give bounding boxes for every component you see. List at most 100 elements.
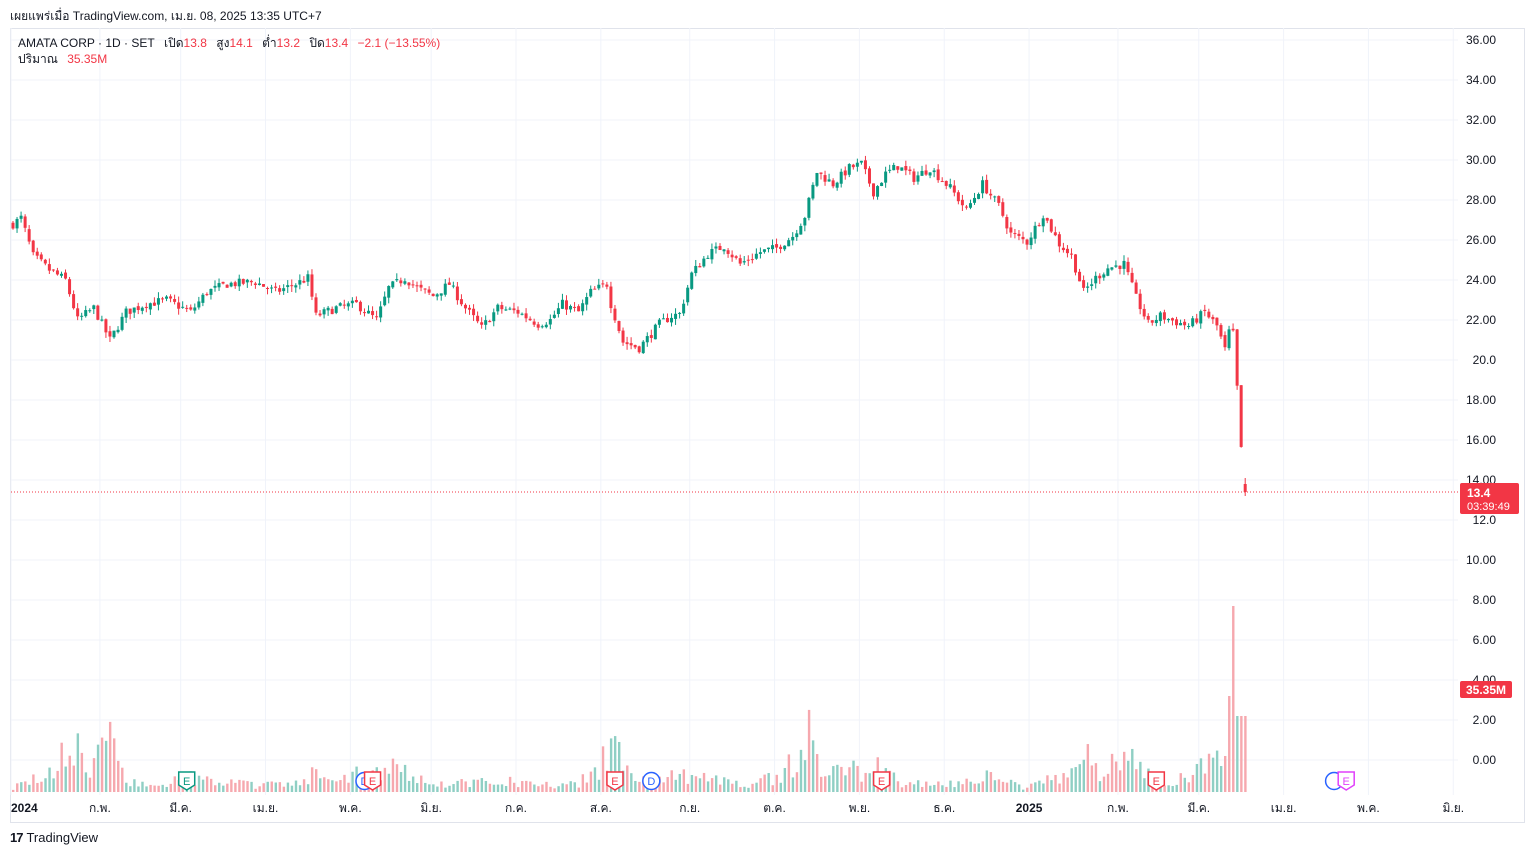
candle — [1134, 279, 1138, 294]
candle — [956, 190, 960, 205]
candle — [1017, 229, 1021, 241]
candle-body — [358, 301, 362, 312]
volume-bar — [52, 778, 55, 792]
candle — [1021, 231, 1025, 244]
candle — [233, 280, 237, 289]
volume-label: ปริมาณ — [18, 52, 58, 66]
volume-bar — [1159, 785, 1162, 792]
candle — [896, 166, 900, 174]
event-label: E — [183, 776, 190, 788]
volume-bar — [1086, 744, 1090, 792]
earnings-event-icon[interactable]: E — [177, 771, 196, 791]
candle-body — [617, 321, 621, 331]
volume-bar — [783, 767, 787, 792]
candle — [968, 199, 972, 210]
candle — [395, 273, 399, 282]
candle-body — [876, 186, 880, 197]
candle — [973, 192, 977, 205]
event-shape — [606, 771, 624, 791]
symbol-title[interactable]: AMATA CORP · 1D · SET — [18, 36, 155, 50]
candle-body — [670, 317, 674, 323]
volume-bar — [1058, 783, 1061, 792]
candle-body — [241, 278, 245, 284]
volume-bar — [504, 785, 508, 792]
candle-body — [803, 218, 807, 226]
candle-body — [55, 270, 59, 275]
candle-body — [1219, 325, 1223, 337]
candle — [908, 166, 912, 175]
candle-body — [819, 172, 823, 174]
candle — [27, 225, 31, 245]
candle — [964, 204, 968, 210]
candle-body — [15, 218, 19, 229]
candle — [112, 330, 116, 339]
candle-body — [1138, 293, 1142, 310]
candle — [11, 221, 15, 230]
volume-bar — [230, 779, 233, 792]
tradingview-logo[interactable]: 17 TradingView — [10, 830, 98, 845]
volume-bar — [1224, 756, 1227, 792]
earnings-event-icon[interactable]: E — [872, 771, 891, 791]
candle-body — [217, 283, 221, 288]
candle-body — [120, 316, 124, 330]
volume-bar — [710, 778, 714, 792]
candle-body — [859, 160, 863, 163]
volume-bar — [1030, 783, 1033, 792]
candle — [678, 311, 682, 319]
candle — [100, 315, 104, 322]
candle — [1223, 331, 1227, 351]
candle — [702, 256, 706, 268]
candle-body — [1086, 286, 1090, 288]
volume-bar — [315, 769, 318, 792]
volume-bar — [145, 786, 148, 792]
candle — [371, 306, 375, 320]
volume-bar — [1066, 777, 1069, 792]
earnings-event-icon[interactable]: E — [363, 771, 382, 791]
candle-body — [593, 288, 597, 290]
candle-body — [1158, 312, 1162, 322]
candle-body — [314, 297, 318, 313]
candle-body — [629, 343, 633, 346]
candle — [564, 295, 568, 315]
volume-bar — [193, 785, 197, 792]
candle-body — [863, 160, 867, 170]
candle — [597, 278, 601, 291]
candle-body — [1146, 315, 1150, 320]
candle — [189, 304, 193, 311]
candle-body — [827, 179, 831, 182]
earnings-event-icon[interactable]: E — [606, 771, 624, 791]
volume-bar — [864, 772, 867, 792]
volume-bar — [969, 781, 972, 792]
price-axis[interactable]: 36.00 34.00 32.00 30.00 28.00 26.00 24.00 22.00… — [1466, 33, 1496, 767]
candle-body — [1065, 248, 1069, 254]
earnings-event-icon[interactable]: E — [1337, 771, 1355, 791]
earnings-event-icon[interactable]: E — [1147, 771, 1166, 791]
volume-bar — [169, 783, 172, 792]
candle-body — [1013, 233, 1017, 235]
candle — [960, 194, 964, 211]
candle-body — [524, 313, 528, 319]
candle-body — [940, 181, 944, 183]
tradingview-logo-icon: 17 — [10, 830, 24, 845]
volume-bar — [319, 778, 322, 792]
time-axis[interactable]: 2024 ก.พ. มี.ค. เม.ย. พ.ค. มิ.ย. ก.ค. ส.ค. ก.ย. ต… — [11, 801, 1464, 815]
candle-body — [1053, 232, 1057, 236]
volume-bar — [32, 774, 35, 792]
volume-bar — [395, 764, 399, 792]
volume-bar — [1118, 770, 1122, 792]
candle — [1239, 385, 1243, 448]
volume-bar — [403, 764, 407, 792]
candle — [989, 189, 993, 200]
candle-body — [1134, 282, 1138, 294]
volume-bar — [36, 782, 39, 792]
price-tick-label: 18.00 — [1466, 393, 1496, 407]
dividend-event-icon[interactable]: D — [642, 771, 661, 791]
candle — [358, 300, 362, 315]
event-markers[interactable]: EDEEDEEE — [177, 771, 1355, 791]
volume-bar — [553, 788, 556, 792]
candle-body — [605, 284, 609, 287]
volume-bar — [432, 784, 435, 792]
candle-body — [68, 279, 72, 295]
last-price-value: 13.4 — [1467, 486, 1491, 500]
